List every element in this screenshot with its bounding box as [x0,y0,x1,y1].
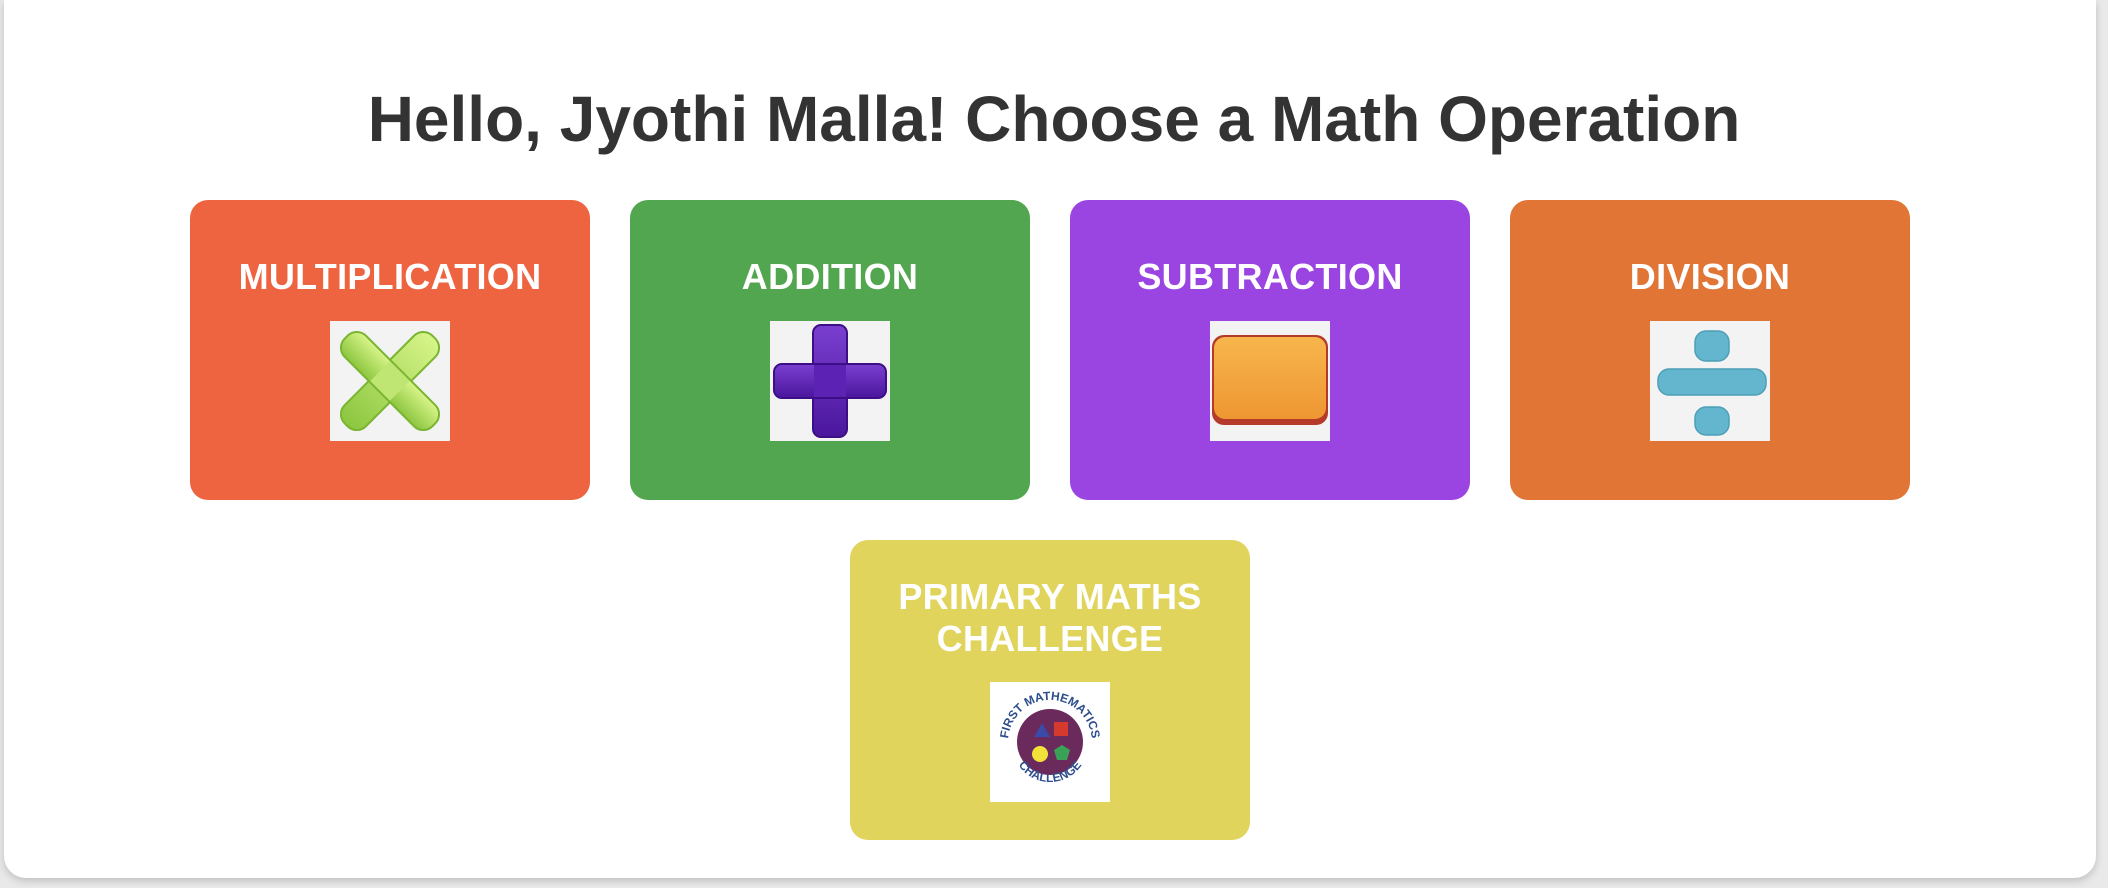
division-label: DIVISION [1629,256,1791,297]
multiplication-card[interactable]: MULTIPLICATION [190,200,590,500]
challenge-label-line1: PRIMARY MATHS [898,576,1202,617]
first-mathematics-challenge-logo: FIRST MATHEMATICS CHALLENGE [990,682,1110,802]
subtraction-label: SUBTRACTION [1137,256,1403,297]
page-title: Hello, Jyothi Malla! Choose a Math Opera… [367,83,1741,155]
addition-label: ADDITION [741,256,919,297]
addition-card[interactable]: ADDITION [630,200,1030,500]
divide-icon [1650,321,1770,441]
multiply-icon [330,321,450,441]
primary-maths-challenge-card[interactable]: PRIMARY MATHS CHALLENGE FIRST MATHEMATIC… [850,540,1250,840]
minus-icon [1210,321,1330,441]
challenge-label-line2: CHALLENGE [936,618,1164,659]
plus-icon [770,321,890,441]
subtraction-card[interactable]: SUBTRACTION [1070,200,1470,500]
division-card[interactable]: DIVISION [1510,200,1910,500]
multiplication-label: MULTIPLICATION [238,256,542,297]
primary-maths-challenge-label: PRIMARY MATHS CHALLENGE [850,576,1250,660]
